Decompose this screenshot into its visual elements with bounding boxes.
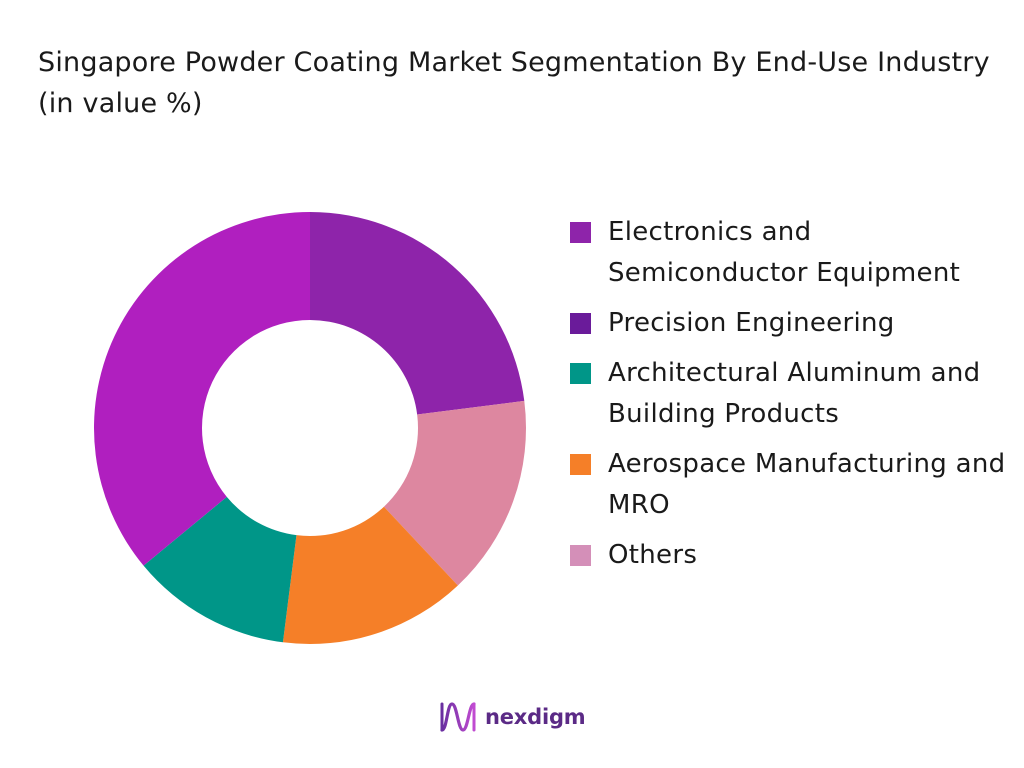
- legend-item-precision-engineering: Precision Engineering: [570, 303, 1010, 344]
- donut-slice-aerospace-manufacturing-and-mro: [282, 506, 458, 644]
- legend-item-others: Others: [570, 535, 1010, 576]
- legend-swatch: [570, 545, 591, 566]
- legend-item-architectural: Architectural Aluminum and Building Prod…: [570, 353, 1010, 435]
- nexdigm-wave-icon: [440, 702, 476, 732]
- chart-title: Singapore Powder Coating Market Segmenta…: [38, 47, 990, 119]
- legend-label: Aerospace Manufacturing and MRO: [608, 449, 1006, 520]
- donut-slice-precision-engineering: [94, 212, 311, 566]
- chart-legend: Electronics and Semiconductor Equipment …: [570, 212, 1010, 585]
- legend-label: Electronics and Semiconductor Equipment: [608, 217, 961, 288]
- legend-item-aerospace: Aerospace Manufacturing and MRO: [570, 444, 1010, 526]
- donut-slice-architectural-aluminum-and-building-products: [143, 496, 297, 643]
- legend-label: Others: [608, 540, 698, 570]
- donut-slice-electronics-and-semiconductor-equipment: [310, 212, 525, 415]
- legend-swatch: [570, 363, 591, 384]
- legend-swatch: [570, 313, 591, 334]
- donut-slices: [94, 212, 526, 644]
- donut-slice-others: [383, 400, 526, 586]
- legend-label: Architectural Aluminum and Building Prod…: [608, 358, 981, 429]
- legend-item-electronics: Electronics and Semiconductor Equipment: [570, 212, 1010, 294]
- nexdigm-logo: nexdigm: [439, 697, 586, 737]
- logo-text: nexdigm: [485, 705, 586, 729]
- legend-label: Precision Engineering: [608, 308, 895, 338]
- legend-swatch: [570, 454, 591, 475]
- legend-swatch: [570, 222, 591, 243]
